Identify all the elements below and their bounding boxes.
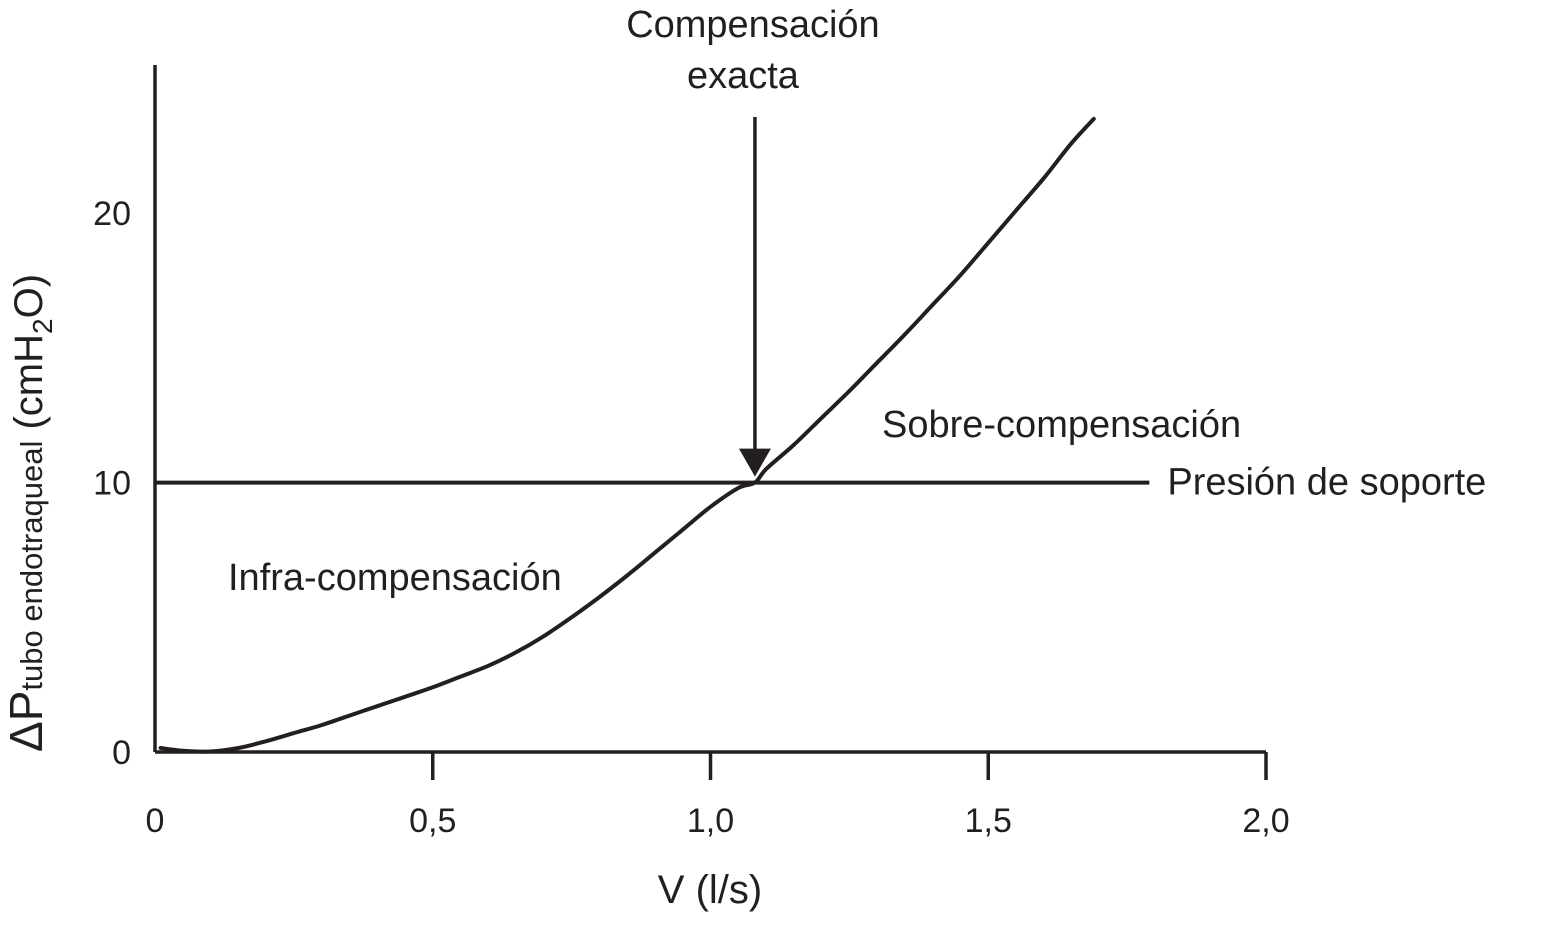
y-axis-label-unit-open: (cmH: [7, 334, 51, 441]
presion-de-soporte-label: Presión de soporte: [1167, 462, 1486, 504]
exact-compensation-label-line2: exacta: [687, 55, 800, 97]
over-compensation-label: Sobre-compensación: [882, 404, 1241, 446]
y-ticks: 0 10 20: [93, 195, 131, 772]
under-compensation-label: Infra-compensación: [228, 557, 562, 599]
x-tick-label: 1,0: [687, 802, 734, 840]
x-tick-label: 1,5: [965, 802, 1012, 840]
x-tick-label: 2,0: [1242, 802, 1289, 840]
y-axis-label-prefix: ΔP: [0, 691, 52, 752]
y-tick-label: 10: [93, 465, 131, 503]
exact-compensation-label-line1: Compensación: [626, 4, 879, 46]
y-axis-label: ΔPtubo endotraqueal (cmH2O): [0, 274, 58, 752]
pressure-curve: [158, 116, 1096, 754]
x-tick-label: 0,5: [409, 802, 456, 840]
y-axis-label-subscript: tubo endotraqueal: [14, 441, 49, 691]
y-axis-label-unit-sub: 2: [27, 318, 58, 334]
x-ticks: 0 0,5 1,0 1,5 2,0: [146, 752, 1290, 840]
x-tick-label: 0: [146, 802, 165, 840]
x-axis-label: V (l/s): [658, 868, 762, 912]
exact-compensation-arrow-head: [738, 448, 771, 477]
y-axis-label-unit-close: O): [7, 274, 51, 318]
y-tick-label: 20: [93, 195, 131, 233]
y-tick-label: 0: [112, 734, 131, 772]
